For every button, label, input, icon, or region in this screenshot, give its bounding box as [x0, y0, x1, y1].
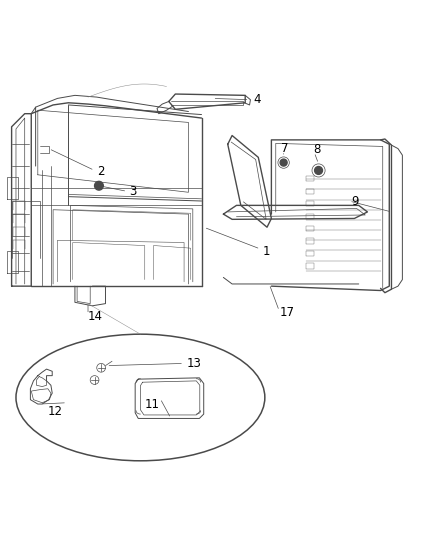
Text: 12: 12	[48, 405, 63, 418]
Text: 7: 7	[282, 142, 289, 155]
Text: 13: 13	[186, 357, 201, 370]
Circle shape	[280, 159, 287, 166]
Circle shape	[95, 181, 103, 190]
Circle shape	[314, 166, 322, 174]
Text: 8: 8	[313, 143, 320, 156]
Text: 9: 9	[351, 195, 359, 207]
Text: 11: 11	[145, 398, 160, 410]
Text: 17: 17	[280, 306, 295, 319]
Text: 3: 3	[130, 185, 137, 198]
Text: 2: 2	[97, 165, 104, 178]
Text: 14: 14	[88, 310, 103, 323]
Text: 4: 4	[253, 93, 261, 106]
Text: 1: 1	[263, 245, 270, 258]
